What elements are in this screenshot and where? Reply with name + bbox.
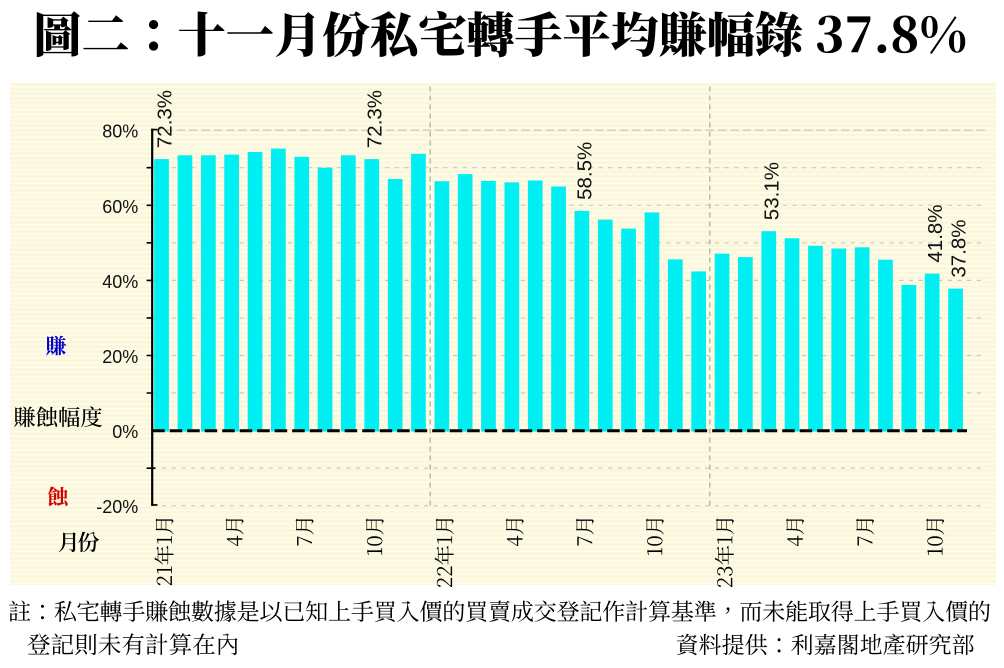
svg-text:40%: 40% (102, 272, 138, 292)
svg-text:80%: 80% (102, 122, 138, 142)
svg-text:60%: 60% (102, 197, 138, 217)
svg-text:-20%: -20% (96, 497, 138, 517)
svg-text:53.1%: 53.1% (761, 162, 784, 220)
svg-text:72.3%: 72.3% (364, 90, 387, 148)
svg-text:0%: 0% (112, 422, 138, 442)
svg-text:72.3%: 72.3% (153, 90, 176, 148)
svg-text:37.8%: 37.8% (947, 219, 970, 277)
svg-text:20%: 20% (102, 347, 138, 367)
svg-text:58.5%: 58.5% (574, 142, 597, 200)
svg-text:41.8%: 41.8% (924, 204, 947, 262)
